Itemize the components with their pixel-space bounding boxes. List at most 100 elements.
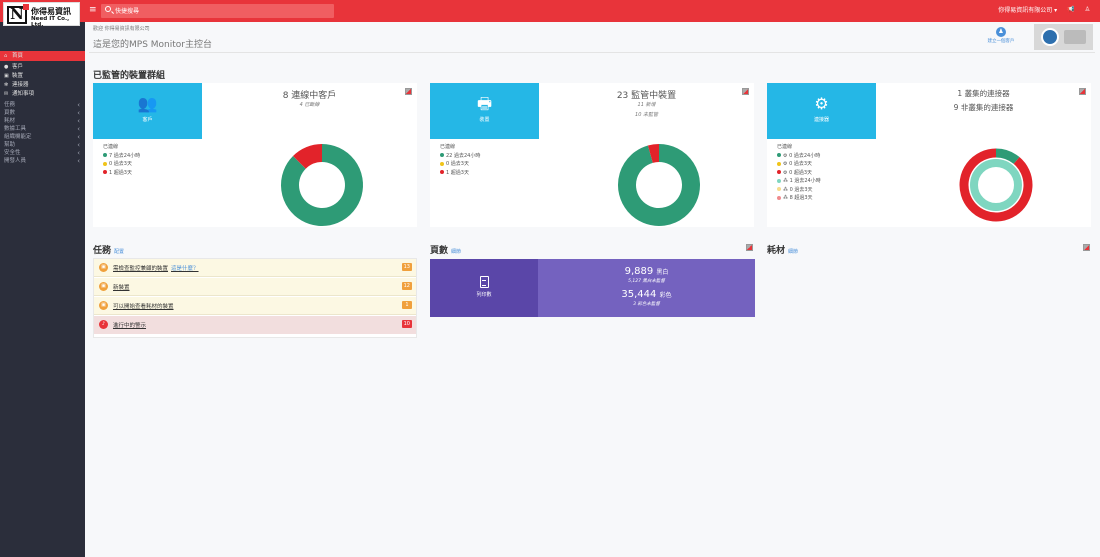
devices-card: 🖶 裝置 23 監管中裝置 11 新增 10 未監管 已連線 22 過去24小時… bbox=[430, 83, 754, 227]
sidebar-item-label: 客戶 bbox=[12, 64, 24, 70]
sidebar-section-developers[interactable]: 開發人員 ‹ bbox=[0, 157, 85, 165]
sidebar-item-notifications[interactable]: ✉ 通知事項 bbox=[0, 90, 85, 98]
card-headline-secondary: 9 非叢集的連接器 bbox=[953, 103, 1014, 112]
task-row[interactable]: ♪ 進行中的警示 10 bbox=[94, 316, 416, 334]
count-badge: 12 bbox=[401, 282, 412, 290]
task-link[interactable]: 需檢查監控兼顧的裝置 這是什麼？ bbox=[113, 266, 199, 272]
expand-icon[interactable] bbox=[1079, 88, 1086, 95]
devices-tile[interactable]: 🖶 裝置 bbox=[430, 83, 539, 139]
envelope-icon: ✉ bbox=[4, 91, 9, 97]
legend-item: 1 超過3天 bbox=[440, 169, 480, 178]
donut-slice-2[interactable] bbox=[647, 144, 660, 163]
donut-slice-2[interactable] bbox=[959, 148, 1033, 222]
task-link[interactable]: 新裝置 bbox=[113, 285, 130, 291]
logo-mark: N bbox=[7, 4, 29, 24]
nav-active-highlight bbox=[0, 51, 85, 61]
legend-item: ⁂ 8 超過3天 bbox=[777, 194, 821, 203]
user-icon[interactable]: ♙ bbox=[1084, 6, 1090, 13]
chevron-left-icon: ‹ bbox=[77, 109, 80, 117]
sidebar-section-supplies[interactable]: 耗材 ‹ bbox=[0, 117, 85, 125]
menu-icon[interactable]: ≡ bbox=[89, 5, 97, 15]
prints-tile[interactable]: 列印數 bbox=[430, 259, 538, 317]
legend-item: 7 過去24小時 bbox=[103, 152, 140, 161]
counts-title: 頁數 bbox=[430, 246, 449, 256]
page-counts-panel: 列印數 9,889 黑白 5,127 黑白未監督 35,444 彩色 3 彩色未… bbox=[430, 259, 755, 317]
sidebar-item-devices[interactable]: ▣ 裝置 bbox=[0, 72, 85, 80]
customers-donut-chart bbox=[281, 144, 363, 226]
counts-details-link[interactable]: 細節 bbox=[451, 249, 462, 255]
donut-inner-ring[interactable] bbox=[970, 159, 1022, 211]
sidebar-item-customers[interactable]: ● 客戶 bbox=[0, 63, 85, 71]
sidebar-section-label: 安全性 bbox=[4, 150, 21, 156]
sidebar-section-org[interactable]: 組織機能定 ‹ bbox=[0, 133, 85, 141]
devices-donut-chart bbox=[618, 144, 700, 226]
supplies-section-title: 耗材 細節 bbox=[767, 243, 798, 256]
task-row[interactable]: ▣ 可以開始查看耗材的裝置 1 bbox=[94, 297, 416, 315]
legend-item: 1 超過3天 bbox=[103, 169, 140, 178]
counts-section-title: 頁數 細節 bbox=[430, 243, 461, 256]
donut-slice-0[interactable] bbox=[618, 144, 700, 226]
color-subtext: 3 彩色未監督 bbox=[633, 302, 660, 307]
chevron-left-icon: ‹ bbox=[77, 125, 80, 133]
legend-title: 已連線 bbox=[440, 144, 456, 150]
connectors-donut-chart bbox=[959, 148, 1033, 222]
legend-item: 0 過去3天 bbox=[440, 160, 480, 169]
create-customer-label: 建立一個客戶 bbox=[987, 39, 1015, 44]
connectors-tile[interactable]: ⚙ 連接器 bbox=[767, 83, 876, 139]
search-input[interactable] bbox=[115, 4, 325, 18]
donut-slice-2[interactable] bbox=[293, 144, 323, 170]
chevron-left-icon: ‹ bbox=[77, 157, 80, 165]
header-divider bbox=[89, 52, 1095, 53]
bell-icon: ♪ bbox=[99, 320, 108, 329]
plus-user-icon: ♟ bbox=[996, 27, 1006, 37]
chevron-left-icon: ‹ bbox=[77, 133, 80, 141]
donut-slice-0[interactable] bbox=[281, 144, 363, 226]
chart-legend: 已連線 7 過去24小時 0 過去3天 1 超過3天 bbox=[103, 143, 140, 177]
search-box[interactable] bbox=[101, 4, 334, 18]
sidebar-section-label: 開發人員 bbox=[4, 158, 27, 164]
card-headline: 1 叢集的連接器 bbox=[957, 89, 1010, 98]
promo-image[interactable] bbox=[1034, 24, 1093, 50]
sidebar-item-connectors[interactable]: ✻ 連接器 bbox=[0, 81, 85, 89]
expand-icon[interactable] bbox=[742, 88, 749, 95]
customers-tile[interactable]: 👥 客戶 bbox=[93, 83, 202, 139]
legend-item: ⁂ 1 過去24小時 bbox=[777, 177, 821, 186]
help-link[interactable]: 這是什麼？ bbox=[171, 266, 199, 272]
sidebar-section-help[interactable]: 幫助 ‹ bbox=[0, 141, 85, 149]
search-icon bbox=[105, 6, 111, 12]
sidebar-item-label: 連接器 bbox=[12, 82, 29, 88]
company-menu[interactable]: 你得易資訊有限公司 ▾ bbox=[998, 7, 1058, 14]
printer-icon: ▣ bbox=[99, 282, 108, 291]
customers-card: 👥 客戶 8 連線中客戶 4 已斷線 已連線 7 過去24小時 0 過去3天 1… bbox=[93, 83, 417, 227]
sidebar-section-pages[interactable]: 頁數 ‹ bbox=[0, 109, 85, 117]
sidebar-section-label: 數據工具 bbox=[4, 126, 27, 132]
sidebar-section-label: 幫助 bbox=[4, 142, 16, 148]
devices-section-title: 已監管的裝置群組 bbox=[93, 71, 166, 81]
donut-slice-0[interactable] bbox=[995, 148, 1020, 165]
expand-icon[interactable] bbox=[405, 88, 412, 95]
mono-count: 9,889 黑白 bbox=[624, 266, 669, 277]
tasks-config-link[interactable]: 配置 bbox=[114, 249, 125, 255]
legend-item: ⚙ 0 過去3天 bbox=[777, 160, 821, 169]
task-link[interactable]: 可以開始查看耗材的裝置 bbox=[113, 304, 174, 310]
task-link[interactable]: 進行中的警示 bbox=[113, 323, 147, 329]
supplies-details-link[interactable]: 細節 bbox=[788, 249, 799, 255]
sidebar-section-tasks[interactable]: 任務 ‹ bbox=[0, 101, 85, 109]
card-subtext: 10 未監管 bbox=[635, 112, 658, 118]
task-row[interactable]: ▣ 新裝置 12 bbox=[94, 278, 416, 296]
create-customer-button[interactable]: ♟ 建立一個客戶 bbox=[983, 27, 1019, 49]
tile-label: 連接器 bbox=[813, 117, 829, 123]
printer-icon bbox=[1064, 30, 1086, 44]
chevron-left-icon: ‹ bbox=[77, 141, 80, 149]
expand-icon[interactable] bbox=[1083, 244, 1090, 251]
sidebar-section-security[interactable]: 安全性 ‹ bbox=[0, 149, 85, 157]
expand-icon[interactable] bbox=[746, 244, 753, 251]
task-row[interactable]: ▣ 需檢查監控兼顧的裝置 這是什麼？ 13 bbox=[94, 259, 416, 277]
logo[interactable]: N 你得易資訊 Need IT Co., Ltd. bbox=[3, 2, 80, 28]
sidebar-section-label: 耗材 bbox=[4, 118, 16, 124]
sidebar-item-home[interactable]: ⌂ 首頁 bbox=[0, 52, 85, 60]
home-icon: ⌂ bbox=[4, 53, 8, 59]
printer-icon: ▣ bbox=[99, 301, 108, 310]
sidebar-section-data-tools[interactable]: 數據工具 ‹ bbox=[0, 125, 85, 133]
megaphone-icon[interactable]: 📢 bbox=[1067, 6, 1075, 13]
